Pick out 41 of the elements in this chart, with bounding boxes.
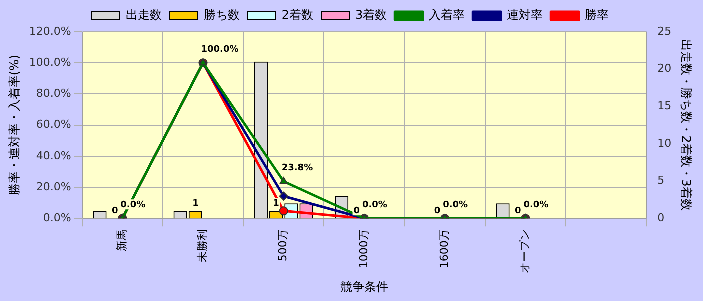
y-tick-label: 60.0%: [36, 118, 72, 132]
legend-label: 入着率: [429, 8, 466, 22]
y2-axis-title: 出走数・勝ち数・2着数・3着数: [680, 40, 694, 211]
x-tick-label: 1600万: [438, 230, 451, 269]
data-label: 1: [273, 198, 280, 209]
x-axis-title: 競争条件: [340, 280, 388, 294]
legend-label: 3着数: [356, 8, 388, 22]
y2-tick-label: 25: [658, 24, 672, 38]
y-tick-label: 120.0%: [29, 24, 72, 38]
legend-label: 出走数: [126, 8, 162, 22]
data-label: 23.8%: [282, 163, 314, 174]
legend-label: 勝率: [585, 8, 610, 22]
y2-tick-label: 5: [658, 174, 665, 188]
legend-label: 2着数: [282, 8, 314, 22]
x-tick-label: 1000万: [357, 230, 370, 269]
y-tick-label: 20.0%: [36, 180, 72, 194]
data-label: 0: [112, 206, 118, 216]
data-label: 0: [434, 206, 441, 216]
y-tick-label: 0.0%: [43, 211, 72, 224]
data-label: 0.0%: [443, 200, 468, 210]
y2-tick-label: 20: [658, 62, 672, 76]
x-tick-label: 未勝利: [196, 230, 210, 263]
data-label: 0.0%: [524, 200, 549, 210]
x-tick-label: オープン: [518, 230, 532, 274]
y2-tick-label: 0: [658, 211, 665, 224]
x-tick-label: 新馬: [116, 230, 129, 252]
data-label: 0: [515, 206, 522, 216]
y-axis-title: 勝率・連対率・入着率(%): [7, 54, 22, 196]
legend-label: 勝ち数: [204, 8, 240, 22]
y2-tick-label: 15: [658, 100, 672, 112]
y2-tick-label: 10: [658, 136, 672, 150]
data-label: 0: [354, 206, 360, 216]
y-tick-label: 40.0%: [36, 149, 72, 162]
data-label: 1: [192, 198, 199, 209]
data-label: 0.0%: [120, 200, 146, 210]
legend-label: 連対率: [507, 8, 544, 22]
x-tick-label: 500万: [276, 230, 290, 262]
y-tick-label: 80.0%: [36, 87, 72, 100]
y-tick-label: 100.0%: [29, 56, 72, 69]
data-label: 0.0%: [362, 200, 388, 210]
data-label: 100.0%: [201, 44, 239, 55]
